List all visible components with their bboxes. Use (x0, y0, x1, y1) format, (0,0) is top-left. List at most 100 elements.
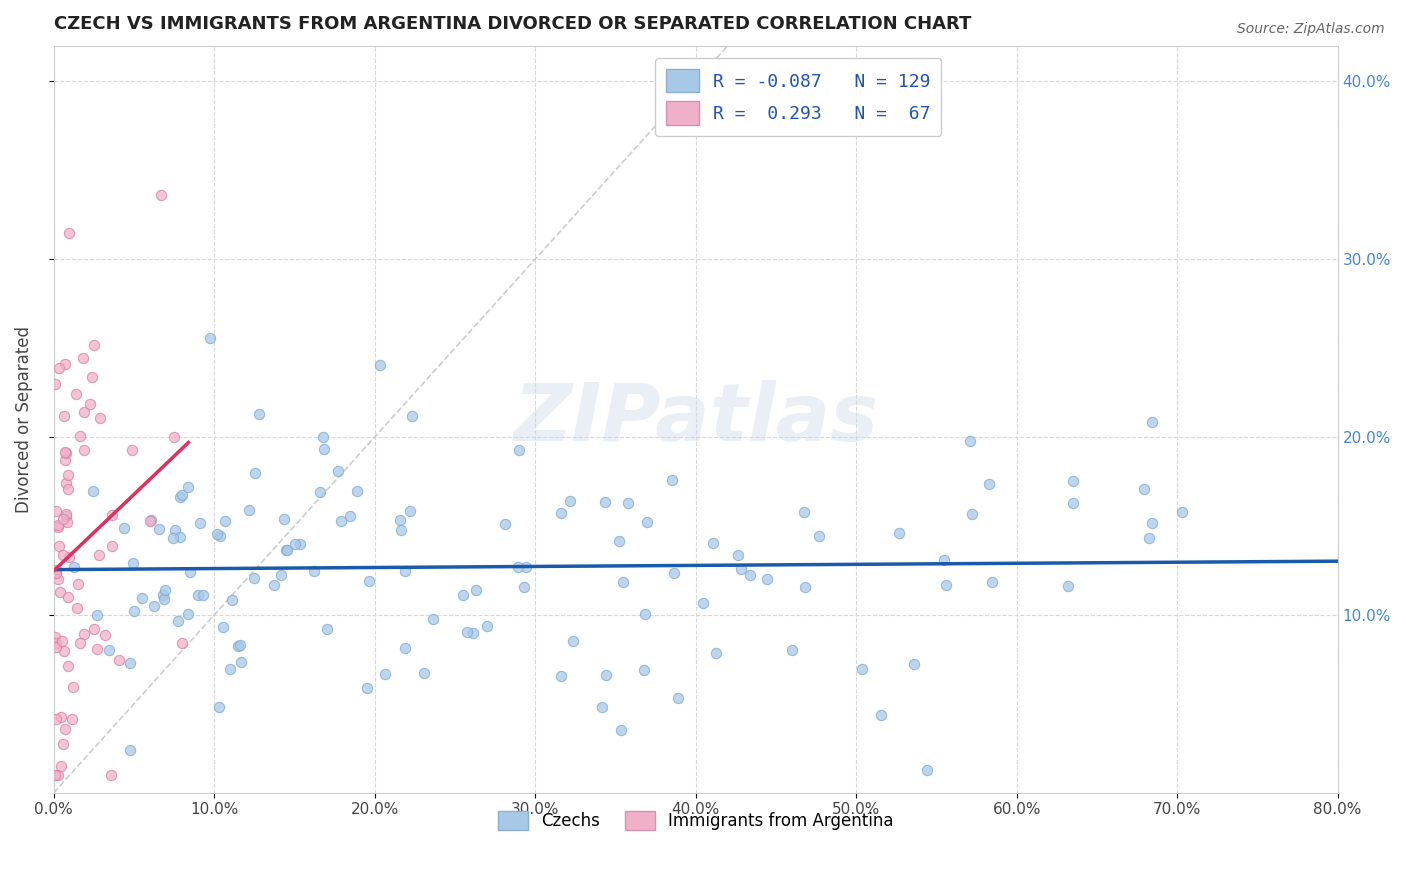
Y-axis label: Divorced or Separated: Divorced or Separated (15, 326, 32, 513)
Point (44, 768, 66, 782)
Point (808, 529, 831, 543)
Point (887, 525, 910, 540)
Point (148, 522, 170, 536)
Point (139, 513, 162, 527)
Point (131, 591, 153, 606)
Point (82, 483, 104, 498)
Point (52, 512, 75, 526)
Point (780, 643, 803, 657)
Point (97, 643, 120, 657)
Point (273, 512, 295, 526)
Point (391, 523, 413, 537)
Point (69, 636, 91, 650)
Point (86, 641, 108, 656)
Point (142, 599, 165, 614)
Point (513, 580, 536, 594)
Point (121, 442, 143, 457)
Point (211, 620, 233, 634)
Point (177, 607, 200, 621)
Point (339, 508, 361, 523)
Point (45, 636, 67, 650)
Point (62, 680, 84, 694)
Point (73, 443, 96, 458)
Legend: Czechs, Immigrants from Argentina: Czechs, Immigrants from Argentina (491, 804, 900, 837)
Point (112, 520, 135, 534)
Point (163, 523, 186, 537)
Point (101, 508, 124, 522)
Point (1062, 496, 1084, 510)
Point (290, 537, 312, 551)
Point (394, 641, 416, 656)
Point (1133, 482, 1156, 496)
Point (229, 638, 252, 652)
Point (169, 530, 191, 544)
Point (45, 563, 67, 577)
Point (550, 669, 572, 683)
Point (506, 559, 529, 574)
Point (326, 464, 349, 478)
Text: Source: ZipAtlas.com: Source: ZipAtlas.com (1237, 22, 1385, 37)
Point (276, 543, 298, 558)
Point (959, 434, 981, 448)
Point (49, 584, 72, 599)
Point (118, 743, 141, 757)
Point (633, 663, 655, 677)
Point (238, 503, 260, 517)
Point (44, 377, 66, 392)
Point (755, 572, 778, 586)
Point (122, 556, 145, 570)
Point (89, 411, 111, 425)
Point (122, 604, 145, 618)
Point (591, 700, 613, 714)
Point (226, 640, 249, 654)
Point (56, 658, 79, 673)
Point (53, 409, 76, 423)
Point (270, 568, 292, 582)
Point (58, 482, 80, 496)
Point (494, 516, 516, 531)
Point (960, 507, 983, 521)
Point (167, 615, 190, 629)
Point (63, 559, 86, 574)
Point (69, 429, 91, 443)
Point (58, 227, 80, 241)
Point (177, 480, 200, 494)
Point (55, 357, 77, 371)
Point (315, 622, 337, 636)
Point (934, 553, 956, 567)
Point (903, 657, 925, 672)
Point (243, 571, 266, 585)
Point (612, 575, 634, 590)
Point (44, 631, 66, 645)
Point (170, 487, 193, 501)
Point (917, 763, 939, 777)
Point (704, 646, 727, 660)
Point (65, 387, 87, 401)
Point (636, 515, 658, 529)
Point (276, 542, 298, 557)
Point (221, 592, 243, 607)
Point (607, 533, 630, 548)
Point (149, 187, 172, 202)
Point (1142, 416, 1164, 430)
Point (346, 484, 368, 499)
Point (312, 430, 335, 444)
Point (208, 699, 231, 714)
Point (108, 653, 131, 667)
Point (55, 445, 77, 459)
Point (52, 737, 75, 751)
Point (558, 493, 581, 508)
Point (152, 592, 174, 607)
Point (55, 475, 77, 490)
Point (730, 562, 752, 576)
Point (979, 476, 1001, 491)
Point (45, 566, 67, 581)
Point (179, 565, 201, 579)
Point (851, 662, 873, 676)
Point (208, 529, 231, 543)
Point (456, 625, 478, 640)
Point (162, 430, 184, 444)
Point (49, 710, 72, 724)
Point (73, 405, 96, 419)
Point (634, 607, 657, 621)
